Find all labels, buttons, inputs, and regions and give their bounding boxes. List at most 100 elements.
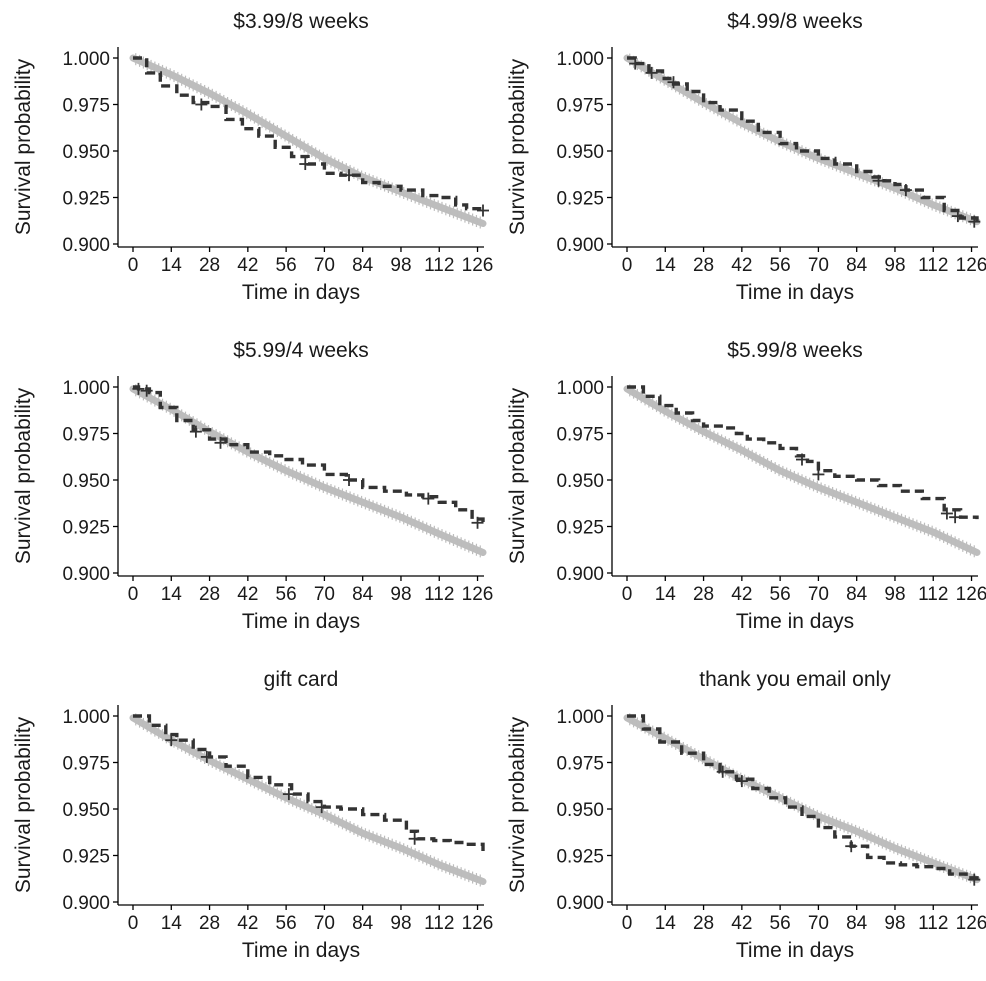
treatment-survival-curve — [627, 714, 979, 880]
y-tick-label: 0.900 — [62, 893, 110, 914]
x-tick-label: 84 — [846, 584, 868, 605]
y-axis-label: Survival probability — [506, 58, 529, 235]
reference-survival-curve — [129, 54, 487, 227]
censor-mark — [667, 76, 680, 89]
censor-mark — [140, 384, 153, 397]
treatment-survival-curve — [133, 56, 485, 211]
x-tick-label: 14 — [655, 584, 677, 605]
x-axis-label: Time in days — [242, 939, 360, 962]
reference-survival-curve — [623, 714, 981, 884]
x-tick-label: 84 — [352, 584, 374, 605]
x-tick-label: 28 — [693, 913, 714, 934]
reference-survival-curve — [623, 54, 981, 226]
y-axis-label: Survival probability — [12, 58, 35, 235]
x-tick-label: 112 — [424, 913, 454, 934]
y-tick-label: 0.975 — [556, 754, 604, 775]
panel-title: $3.99/8 weeks — [233, 10, 368, 33]
x-tick-label: 70 — [314, 584, 335, 605]
x-tick-label: 126 — [462, 584, 494, 605]
x-tick-label: 98 — [884, 913, 905, 934]
censor-mark — [299, 158, 312, 171]
x-tick-label: 28 — [693, 255, 714, 276]
x-tick-label: 28 — [693, 584, 714, 605]
survival-panel: $4.99/8 weeks 0.900 0.925 0.950 0.975 1.000 0 1… — [506, 10, 986, 304]
censor-mark — [812, 468, 825, 481]
x-tick-label: 0 — [128, 913, 139, 934]
y-tick-label: 0.950 — [556, 800, 604, 821]
reference-survival-curve — [129, 714, 487, 885]
y-tick-label: 1.000 — [62, 707, 110, 728]
x-tick-label: 56 — [770, 255, 791, 276]
survival-panel: gift card 0.900 0.925 0.950 0.975 1.000 0 14 28 4… — [12, 668, 493, 962]
treatment-survival-curve — [133, 385, 485, 523]
censor-mark — [343, 474, 356, 486]
censor-mark — [189, 425, 202, 438]
censor-mark — [422, 492, 435, 505]
x-tick-label: 84 — [846, 913, 868, 934]
panel-title: thank you email only — [699, 668, 891, 691]
y-tick-label: 0.950 — [62, 471, 110, 492]
panel-title: $5.99/4 weeks — [233, 339, 368, 362]
censor-mark — [629, 57, 642, 70]
x-tick-label: 70 — [314, 255, 335, 276]
x-tick-label: 42 — [237, 584, 258, 605]
x-tick-label: 14 — [161, 913, 183, 934]
x-tick-label: 0 — [622, 913, 633, 934]
y-tick-label: 0.925 — [556, 847, 604, 868]
censor-mark — [899, 184, 912, 197]
x-tick-label: 70 — [808, 584, 829, 605]
x-tick-label: 126 — [462, 255, 494, 276]
survival-panel: $3.99/8 weeks 0.900 0.925 0.950 0.975 1.000 0 1… — [12, 10, 493, 304]
survival-panel: $5.99/4 weeks 0.900 0.925 0.950 0.975 1.000 0 1… — [12, 339, 493, 633]
x-tick-label: 84 — [846, 255, 868, 276]
x-tick-label: 112 — [918, 913, 948, 934]
x-tick-label: 112 — [424, 584, 454, 605]
y-tick-label: 0.975 — [556, 425, 604, 446]
x-tick-label: 0 — [128, 255, 139, 276]
censor-mark — [951, 210, 964, 223]
y-tick-label: 0.975 — [62, 425, 110, 446]
x-tick-label: 112 — [918, 255, 948, 276]
censor-mark — [645, 66, 658, 79]
x-tick-label: 0 — [128, 584, 139, 605]
treatment-survival-curve — [627, 385, 979, 520]
x-tick-label: 126 — [956, 584, 986, 605]
x-tick-label: 0 — [622, 584, 633, 605]
y-axis-label: Survival probability — [506, 716, 529, 893]
censor-mark — [132, 382, 145, 395]
censor-mark — [343, 169, 356, 182]
panel-title: gift card — [264, 668, 339, 691]
y-tick-label: 0.925 — [62, 189, 110, 210]
y-tick-label: 0.900 — [62, 235, 110, 256]
y-tick-label: 1.000 — [556, 49, 604, 70]
x-tick-label: 98 — [390, 584, 411, 605]
x-tick-label: 56 — [276, 255, 297, 276]
x-tick-label: 28 — [199, 255, 220, 276]
censor-mark — [845, 840, 858, 853]
y-tick-label: 0.925 — [62, 847, 110, 868]
y-tick-label: 1.000 — [556, 707, 604, 728]
x-tick-label: 14 — [161, 584, 183, 605]
x-tick-label: 42 — [731, 584, 752, 605]
censor-mark — [735, 775, 748, 788]
y-tick-label: 0.950 — [62, 142, 110, 163]
x-tick-label: 56 — [770, 584, 791, 605]
censor-mark — [214, 436, 227, 449]
x-tick-label: 98 — [390, 255, 411, 276]
censor-mark — [408, 832, 421, 845]
x-tick-label: 14 — [655, 913, 677, 934]
censor-mark — [872, 174, 885, 187]
censor-mark — [796, 453, 808, 466]
y-axis-label: Survival probability — [12, 387, 35, 564]
x-tick-label: 70 — [808, 255, 829, 276]
x-tick-label: 112 — [918, 584, 948, 605]
x-tick-label: 70 — [808, 913, 829, 934]
panel-title: $4.99/8 weeks — [727, 10, 862, 33]
reference-survival-curve — [623, 385, 981, 556]
y-axis-label: Survival probability — [506, 387, 529, 564]
y-tick-label: 0.900 — [556, 893, 604, 914]
x-tick-label: 84 — [352, 255, 374, 276]
censor-mark — [477, 204, 489, 217]
censor-mark — [471, 516, 484, 529]
